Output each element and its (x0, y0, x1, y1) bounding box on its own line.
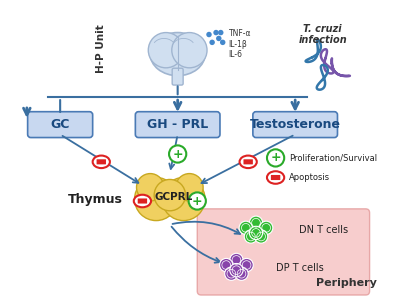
Circle shape (136, 174, 164, 201)
Circle shape (189, 192, 206, 210)
Ellipse shape (240, 156, 257, 168)
Text: Apoptosis: Apoptosis (289, 173, 330, 182)
Circle shape (206, 32, 212, 37)
Circle shape (260, 221, 273, 234)
Text: TNF-α
IL-1β
IL-6: TNF-α IL-1β IL-6 (228, 30, 251, 59)
FancyBboxPatch shape (135, 112, 220, 138)
Ellipse shape (267, 171, 284, 184)
Text: GH - PRL: GH - PRL (147, 118, 208, 131)
Circle shape (220, 40, 226, 45)
Circle shape (162, 177, 205, 221)
Circle shape (267, 149, 284, 167)
FancyBboxPatch shape (197, 209, 370, 295)
FancyBboxPatch shape (28, 112, 93, 138)
Circle shape (213, 30, 219, 35)
Circle shape (230, 253, 243, 267)
Text: GC: GC (155, 192, 171, 202)
Circle shape (134, 177, 178, 221)
Circle shape (249, 216, 263, 229)
Text: H-P Unit: H-P Unit (96, 24, 106, 73)
FancyBboxPatch shape (96, 159, 106, 164)
Circle shape (244, 230, 258, 243)
Circle shape (220, 258, 233, 272)
FancyBboxPatch shape (244, 159, 253, 164)
Text: PRL: PRL (170, 192, 192, 202)
Circle shape (225, 267, 238, 280)
FancyBboxPatch shape (271, 175, 280, 180)
Ellipse shape (93, 156, 110, 168)
Text: +: + (172, 148, 183, 160)
Text: +: + (192, 195, 202, 208)
Circle shape (240, 258, 253, 272)
Text: Periphery: Periphery (316, 278, 376, 288)
FancyBboxPatch shape (253, 112, 338, 138)
FancyBboxPatch shape (172, 68, 183, 85)
Ellipse shape (134, 195, 151, 207)
Circle shape (209, 40, 215, 45)
Text: GC: GC (50, 118, 70, 131)
Ellipse shape (150, 33, 205, 76)
Circle shape (216, 36, 222, 41)
Circle shape (239, 221, 252, 234)
Text: Thymus: Thymus (68, 192, 123, 205)
Text: T. cruzi
infection: T. cruzi infection (298, 24, 347, 45)
Circle shape (176, 174, 203, 201)
Circle shape (169, 145, 186, 163)
FancyBboxPatch shape (138, 198, 147, 204)
Text: DP T cells: DP T cells (276, 263, 323, 273)
Text: DN T cells: DN T cells (299, 225, 348, 235)
Circle shape (254, 230, 268, 243)
Text: Proliferation/Survival: Proliferation/Survival (289, 153, 378, 162)
Circle shape (148, 33, 184, 68)
Text: Testosterone: Testosterone (250, 118, 341, 131)
Circle shape (249, 226, 263, 240)
Circle shape (218, 30, 224, 35)
Circle shape (235, 267, 248, 280)
Circle shape (172, 33, 207, 68)
Text: +: + (270, 152, 281, 164)
Circle shape (230, 263, 243, 277)
Circle shape (154, 180, 186, 211)
